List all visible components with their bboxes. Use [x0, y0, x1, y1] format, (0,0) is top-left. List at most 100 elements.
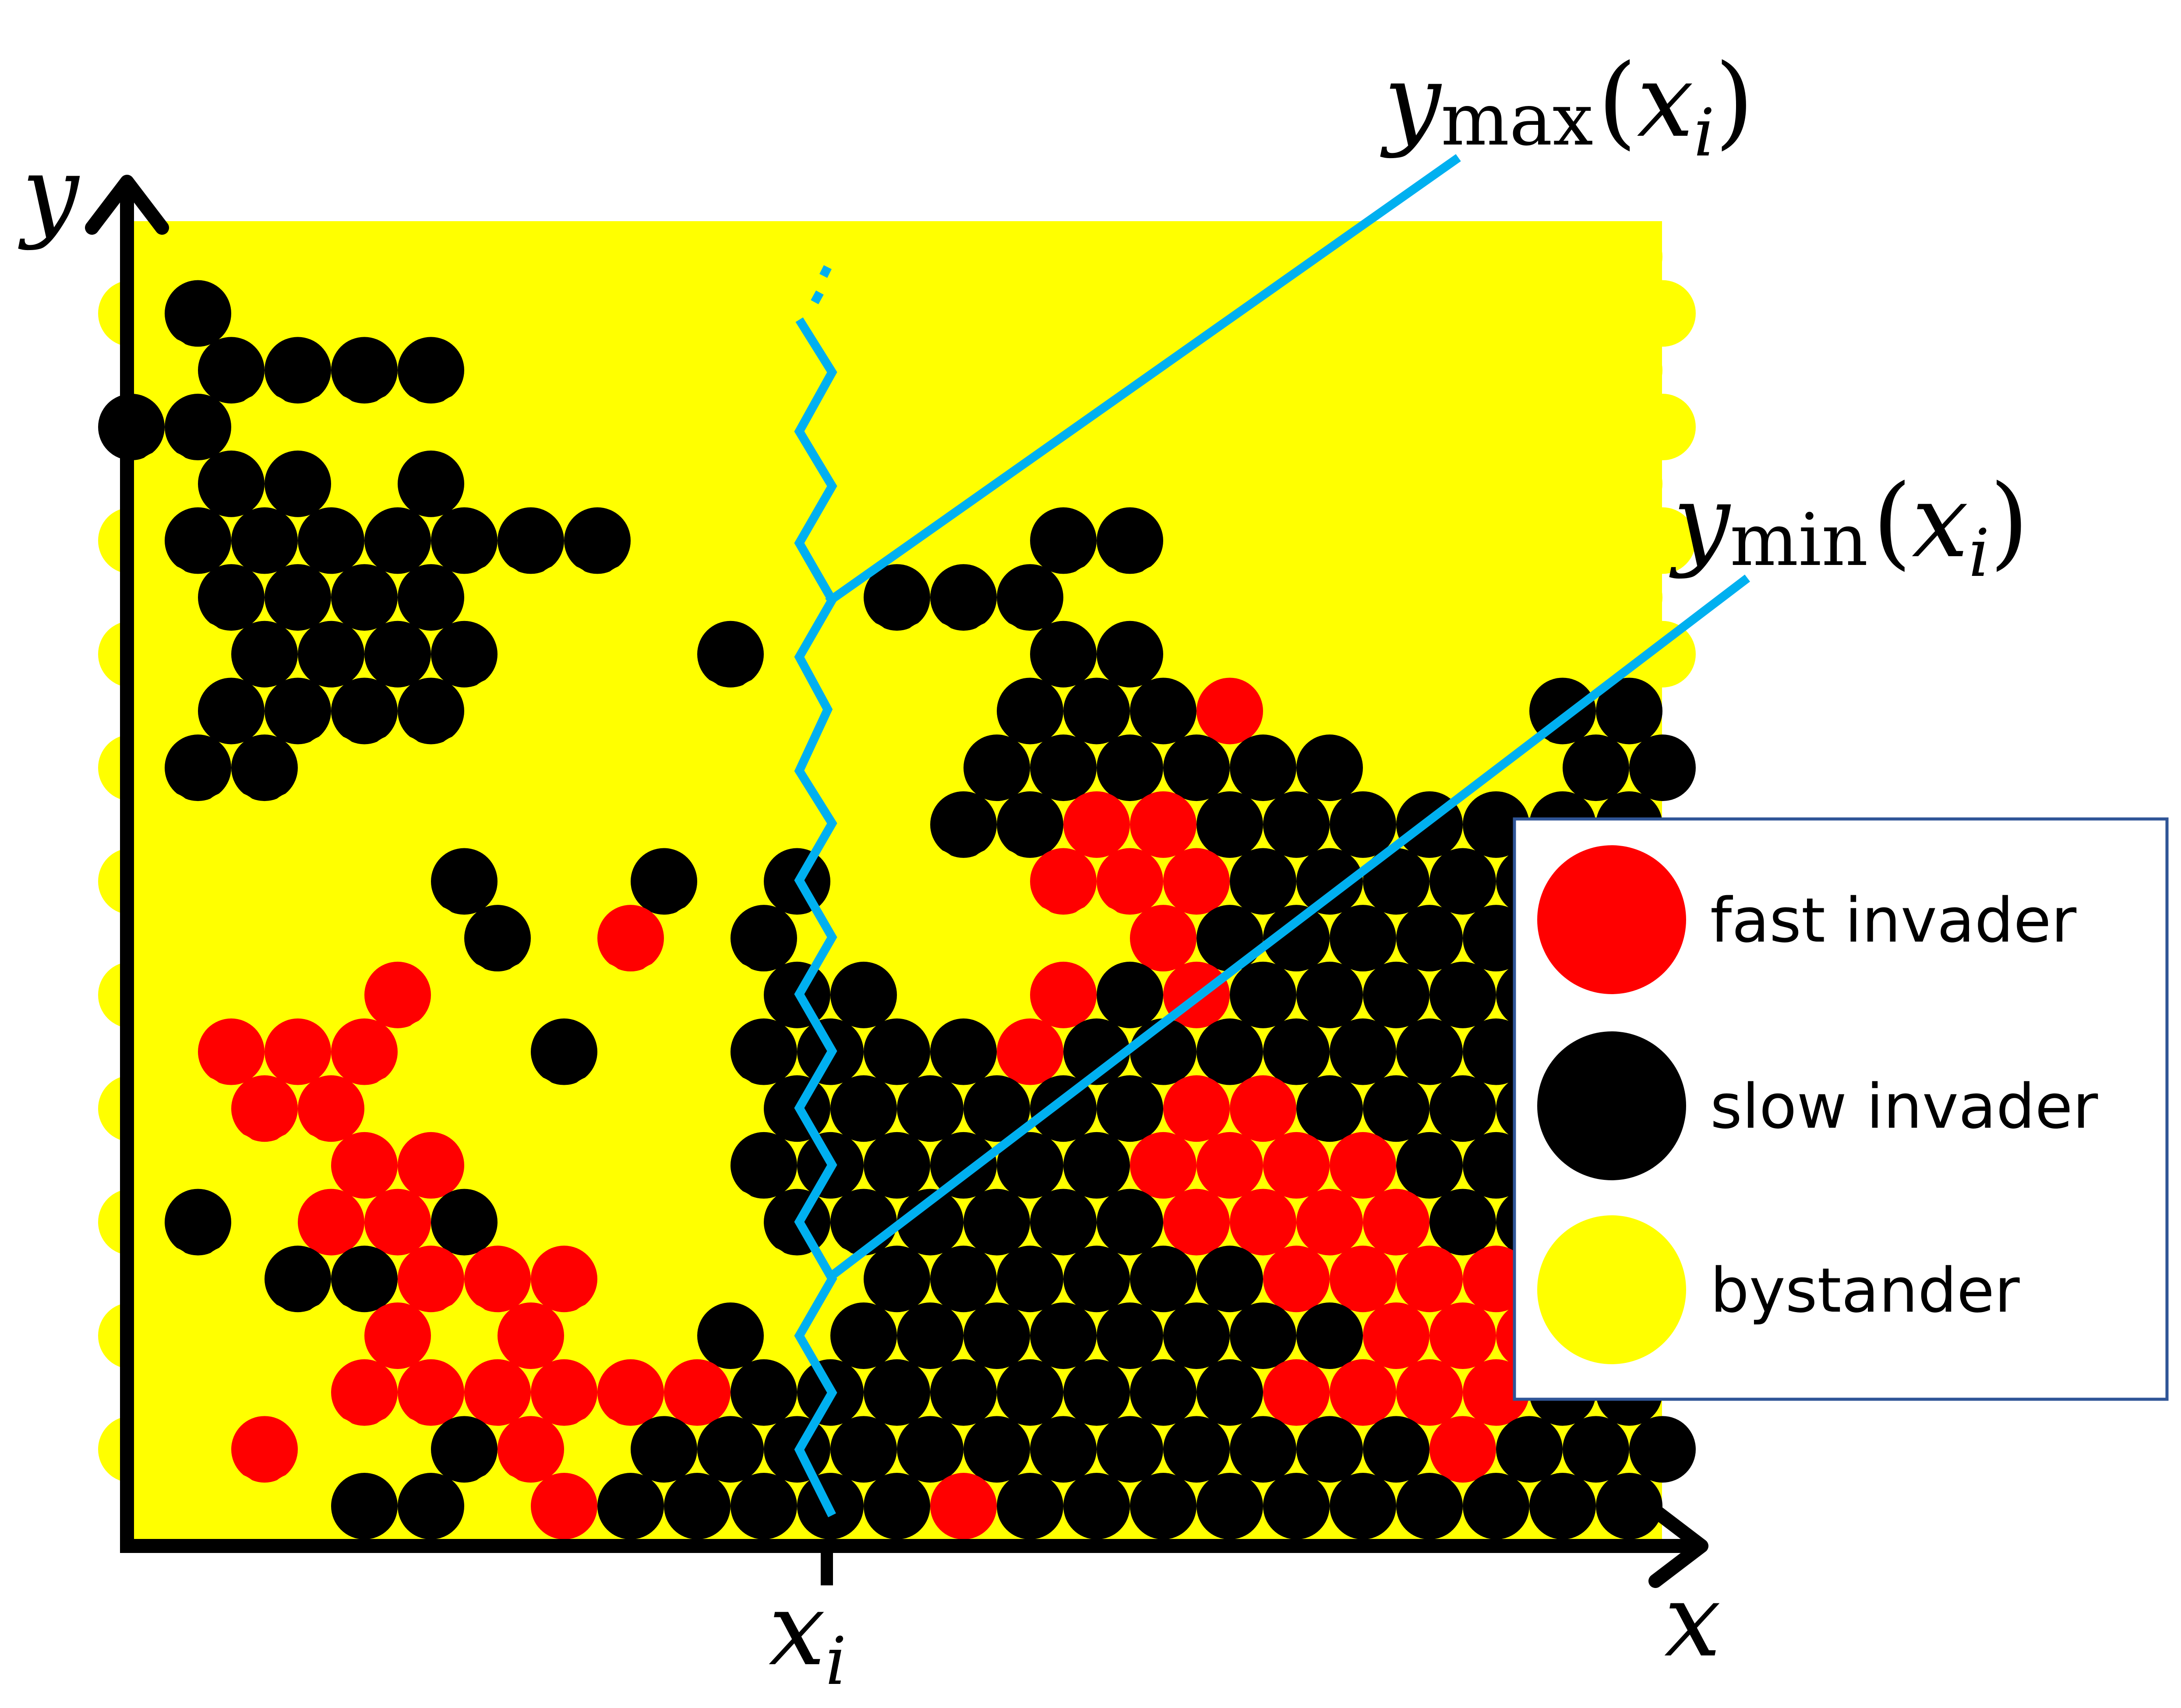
fast-invader-cell — [265, 1018, 331, 1085]
bystander-cell — [531, 450, 597, 517]
bystander-cell — [930, 905, 997, 972]
fast-invader-cell — [597, 1359, 664, 1426]
fast-invader-cell — [1230, 1189, 1296, 1256]
fast-invader-cell — [331, 1018, 398, 1085]
bystander-cell — [298, 394, 364, 461]
bystander-cell — [664, 791, 731, 858]
slow-invader-cell — [1097, 1302, 1163, 1369]
bystander-cell — [1196, 337, 1263, 404]
bystander-cell — [631, 1302, 697, 1369]
slow-invader-cell — [997, 1359, 1063, 1426]
slow-invader-cell — [1363, 1416, 1429, 1483]
bystander-cell — [131, 1132, 198, 1199]
bystander-cell — [631, 507, 697, 574]
bystander-cell — [1196, 223, 1263, 290]
fast-invader-cell — [664, 1359, 731, 1426]
slow-invader-cell — [1330, 1018, 1396, 1085]
slow-invader-cell — [1097, 1189, 1163, 1256]
slow-invader-cell — [1563, 1416, 1629, 1483]
slow-invader-cell — [963, 1416, 1030, 1483]
bystander-cell — [231, 1189, 298, 1256]
bystander-cell — [298, 280, 364, 347]
bystander-cell — [231, 1302, 298, 1369]
bystander-cell — [331, 223, 398, 290]
fast-invader-cell — [1230, 1075, 1296, 1142]
bystander-cell — [1330, 450, 1396, 517]
slow-invader-cell — [1063, 1132, 1130, 1199]
slow-invader-cell — [1130, 678, 1196, 745]
fast-invader-cell — [1263, 1359, 1330, 1426]
slow-invader-cell — [165, 394, 231, 461]
slow-invader-cell — [1063, 678, 1130, 745]
slow-invader-cell — [231, 734, 298, 801]
slow-invader-cell — [1063, 1246, 1130, 1313]
slow-invader-cell — [298, 507, 364, 574]
bystander-cell — [597, 450, 664, 517]
bystander-cell — [631, 280, 697, 347]
bystander-cell — [298, 1302, 364, 1369]
bystander-cell — [165, 1302, 231, 1369]
bystander-cell — [1263, 337, 1330, 404]
bystander-cell — [597, 337, 664, 404]
fast-invader-cell — [1130, 905, 1196, 972]
slow-invader-cell — [1563, 734, 1629, 801]
fast-invader-cell — [1330, 1359, 1396, 1426]
slow-invader-cell — [1429, 848, 1496, 915]
slow-invader-cell — [1196, 905, 1263, 972]
legend-label-bystander: bystander — [1710, 1255, 2020, 1327]
bystander-cell — [1463, 678, 1529, 745]
bystander-cell — [864, 223, 930, 290]
bystander-cell — [1596, 450, 1662, 517]
slow-invader-cell — [1130, 1246, 1196, 1313]
bystander-cell — [1629, 507, 1696, 574]
slow-invader-cell — [1030, 621, 1097, 688]
slow-invader-cell — [1097, 507, 1163, 574]
bystander-cell — [298, 848, 364, 915]
bystander-cell — [464, 564, 531, 631]
slow-invader-cell — [963, 734, 1030, 801]
fast-invader-cell — [1363, 1302, 1429, 1369]
legend-swatch-fast-invader — [1537, 845, 1686, 994]
slow-invader-cell — [331, 1246, 398, 1313]
bystander-cell — [1196, 564, 1263, 631]
slow-invader-cell — [1163, 734, 1230, 801]
fast-invader-cell — [331, 1132, 398, 1199]
bystander-cell — [897, 734, 963, 801]
bystander-cell — [1063, 564, 1130, 631]
slow-invader-cell — [265, 337, 331, 404]
fast-invader-cell — [498, 1416, 564, 1483]
bystander-cell — [1263, 223, 1330, 290]
fast-invader-cell — [1163, 1189, 1230, 1256]
bystander-cell — [564, 621, 631, 688]
bystander-cell — [963, 621, 1030, 688]
slow-invader-cell — [1263, 1018, 1330, 1085]
fast-invader-cell — [597, 905, 664, 972]
bystander-cell — [564, 1416, 631, 1483]
fast-invader-cell — [331, 1359, 398, 1426]
slow-invader-cell — [265, 564, 331, 631]
slow-invader-cell — [697, 1416, 764, 1483]
slow-invader-cell — [1030, 1189, 1097, 1256]
slow-invader-cell — [298, 621, 364, 688]
slow-invader-cell — [1030, 507, 1097, 574]
slow-invader-cell — [265, 678, 331, 745]
slow-invader-cell — [997, 1246, 1063, 1313]
bystander-cell — [1296, 621, 1363, 688]
slow-invader-cell — [198, 564, 265, 631]
bystander-cell — [498, 734, 564, 801]
slow-invader-cell — [564, 507, 631, 574]
bystander-cell — [131, 337, 198, 404]
bystander-cell — [198, 223, 265, 290]
bystander-cell — [364, 848, 431, 915]
slow-invader-cell — [1130, 1473, 1196, 1539]
bystander-cell — [897, 961, 963, 1028]
bystander-cell — [830, 848, 897, 915]
bystander-cell — [664, 564, 731, 631]
bystander-cell — [1063, 223, 1130, 290]
bystander-cell — [1030, 280, 1097, 347]
bystander-cell — [597, 1246, 664, 1313]
bystander-cell — [531, 564, 597, 631]
bystander-cell — [364, 734, 431, 801]
slow-invader-cell — [1396, 1473, 1463, 1539]
